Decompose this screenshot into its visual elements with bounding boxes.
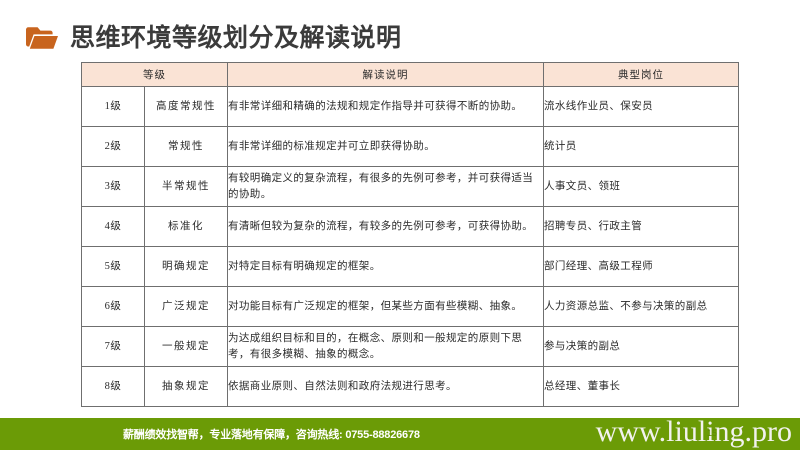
table-row: 1级 高度常规性 有非常详细和精确的法规和规定作指导并可获得不断的协助。 流水线… [81, 86, 739, 127]
cell-level-name: 一般规定 [144, 326, 228, 367]
column-header-description: 解读说明 [227, 62, 544, 87]
cell-position: 部门经理、高级工程师 [543, 246, 739, 287]
cell-position: 总经理、董事长 [543, 366, 739, 407]
cell-level: 4级 [81, 206, 145, 247]
cell-level: 3级 [81, 166, 145, 207]
levels-table-container: 等级 解读说明 典型岗位 1级 高度常规性 有非常详细和精确的法规和规定作指导并… [81, 62, 739, 407]
folder-icon [26, 27, 58, 49]
cell-level-name: 抽象规定 [144, 366, 228, 407]
cell-position: 参与决策的副总 [543, 326, 739, 367]
cell-level: 8级 [81, 366, 145, 407]
column-header-level: 等级 [81, 62, 228, 87]
cell-position: 人力资源总监、不参与决策的副总 [543, 286, 739, 327]
cell-level-name: 明确规定 [144, 246, 228, 287]
table-header-row: 等级 解读说明 典型岗位 [81, 62, 739, 87]
cell-level: 7级 [81, 326, 145, 367]
cell-description: 有清晰但较为复杂的流程，有较多的先例可参考，可获得协助。 [227, 206, 544, 247]
table-row: 7级 一般规定 为达成组织目标和目的，在概念、原则和一般规定的原则下思考，有很多… [81, 326, 739, 367]
table-row: 6级 广泛规定 对功能目标有广泛规定的框架，但某些方面有些模糊、抽象。 人力资源… [81, 286, 739, 327]
page-number: 15 [706, 428, 717, 438]
cell-position: 流水线作业员、保安员 [543, 86, 739, 127]
table-body: 1级 高度常规性 有非常详细和精确的法规和规定作指导并可获得不断的协助。 流水线… [81, 86, 739, 407]
column-header-position: 典型岗位 [543, 62, 739, 87]
cell-level: 5级 [81, 246, 145, 287]
table-row: 3级 半常规性 有较明确定义的复杂流程，有很多的先例可参考，并可获得适当的协助。… [81, 166, 739, 207]
slide-header: 思维环境等级划分及解读说明 [0, 16, 800, 60]
cell-position: 统计员 [543, 126, 739, 167]
table-row: 4级 标准化 有清晰但较为复杂的流程，有较多的先例可参考，可获得协助。 招聘专员… [81, 206, 739, 247]
cell-level-name: 标准化 [144, 206, 228, 247]
cell-level: 1级 [81, 86, 145, 127]
table-row: 8级 抽象规定 依据商业原则、自然法则和政府法规进行思考。 总经理、董事长 [81, 366, 739, 407]
cell-level: 2级 [81, 126, 145, 167]
cell-description: 有较明确定义的复杂流程，有很多的先例可参考，并可获得适当的协助。 [227, 166, 544, 207]
cell-description: 对特定目标有明确规定的框架。 [227, 246, 544, 287]
cell-position: 招聘专员、行政主管 [543, 206, 739, 247]
cell-description: 为达成组织目标和目的，在概念、原则和一般规定的原则下思考，有很多模糊、抽象的概念… [227, 326, 544, 367]
cell-description: 有非常详细和精确的法规和规定作指导并可获得不断的协助。 [227, 86, 544, 127]
cell-description: 依据商业原则、自然法则和政府法规进行思考。 [227, 366, 544, 407]
site-watermark: www.liuling.pro [595, 415, 792, 448]
cell-level: 6级 [81, 286, 145, 327]
table-row: 5级 明确规定 对特定目标有明确规定的框架。 部门经理、高级工程师 [81, 246, 739, 287]
cell-position: 人事文员、领班 [543, 166, 739, 207]
levels-table: 等级 解读说明 典型岗位 1级 高度常规性 有非常详细和精确的法规和规定作指导并… [81, 62, 739, 407]
cell-level-name: 高度常规性 [144, 86, 228, 127]
cell-level-name: 广泛规定 [144, 286, 228, 327]
cell-description: 有非常详细的标准规定并可立即获得协助。 [227, 126, 544, 167]
cell-level-name: 常规性 [144, 126, 228, 167]
cell-description: 对功能目标有广泛规定的框架，但某些方面有些模糊、抽象。 [227, 286, 544, 327]
footer-tagline: 薪酬绩效找智帮，专业落地有保障，咨询热线: 0755-88826678 [123, 429, 420, 441]
cell-level-name: 半常规性 [144, 166, 228, 207]
page-title: 思维环境等级划分及解读说明 [70, 23, 402, 52]
footer-bar: www.liuling.pro 薪酬绩效找智帮，专业落地有保障，咨询热线: 07… [0, 415, 800, 450]
table-row: 2级 常规性 有非常详细的标准规定并可立即获得协助。 统计员 [81, 126, 739, 167]
